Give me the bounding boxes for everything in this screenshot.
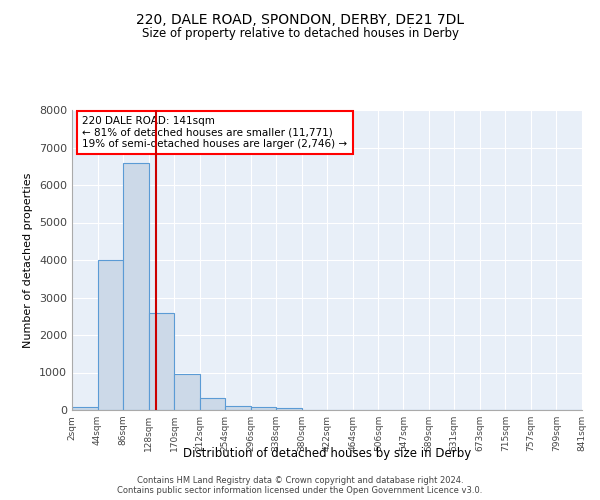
Bar — [200, 398, 225, 410]
Bar — [98, 260, 123, 410]
Bar — [72, 408, 98, 410]
Text: 220 DALE ROAD: 141sqm
← 81% of detached houses are smaller (11,771)
19% of semi-: 220 DALE ROAD: 141sqm ← 81% of detached … — [82, 116, 347, 149]
Text: Contains HM Land Registry data © Crown copyright and database right 2024.
Contai: Contains HM Land Registry data © Crown c… — [118, 476, 482, 495]
Bar — [123, 162, 149, 410]
Bar — [276, 408, 302, 410]
Bar — [149, 312, 174, 410]
Bar — [174, 374, 200, 410]
Bar — [225, 406, 251, 410]
Text: 220, DALE ROAD, SPONDON, DERBY, DE21 7DL: 220, DALE ROAD, SPONDON, DERBY, DE21 7DL — [136, 12, 464, 26]
Text: Distribution of detached houses by size in Derby: Distribution of detached houses by size … — [183, 448, 471, 460]
Text: Size of property relative to detached houses in Derby: Size of property relative to detached ho… — [142, 28, 458, 40]
Bar — [251, 407, 276, 410]
Y-axis label: Number of detached properties: Number of detached properties — [23, 172, 34, 348]
